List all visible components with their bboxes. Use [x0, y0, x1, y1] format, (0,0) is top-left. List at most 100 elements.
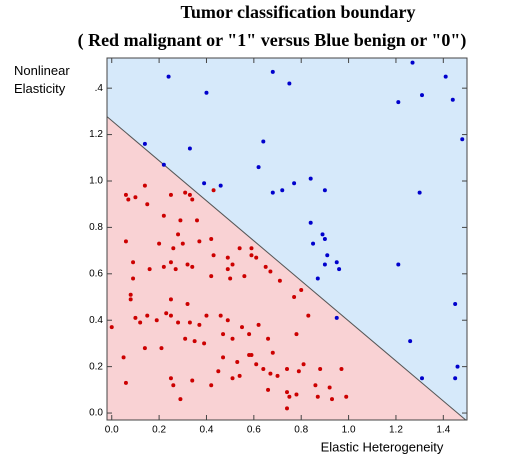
- data-point: [187, 320, 192, 325]
- data-point: [171, 246, 176, 251]
- x-tick-label: 0.8: [294, 425, 308, 436]
- data-point: [240, 325, 244, 330]
- data-point: [247, 332, 252, 337]
- data-point: [221, 355, 226, 360]
- data-point: [230, 376, 235, 381]
- data-point: [261, 366, 266, 371]
- data-point: [225, 318, 230, 323]
- data-point: [270, 190, 275, 195]
- data-point: [396, 262, 401, 267]
- data-point: [235, 359, 240, 364]
- data-point: [339, 366, 344, 371]
- x-tick-label: 0.0: [105, 425, 119, 436]
- data-point: [190, 264, 195, 269]
- data-point: [296, 369, 301, 374]
- data-point: [306, 313, 311, 318]
- data-point: [322, 262, 327, 267]
- data-point: [225, 255, 230, 260]
- x-tick-label: 0.2: [152, 425, 166, 436]
- data-point: [455, 364, 460, 369]
- data-point: [133, 315, 138, 320]
- y-tick-label: .4: [95, 83, 104, 94]
- data-point: [292, 181, 297, 186]
- data-point: [131, 260, 136, 265]
- data-point: [460, 137, 465, 142]
- data-point: [315, 394, 320, 399]
- data-point: [443, 74, 448, 79]
- data-point: [344, 394, 349, 399]
- data-point: [195, 218, 199, 223]
- data-point: [176, 232, 181, 237]
- data-point: [180, 241, 185, 246]
- data-point: [123, 239, 128, 244]
- data-point: [256, 165, 261, 170]
- data-point: [453, 301, 458, 306]
- x-tick-label: 0.6: [247, 425, 261, 436]
- data-point: [216, 369, 221, 374]
- data-point: [254, 255, 259, 260]
- data-point: [275, 373, 280, 378]
- data-point: [308, 176, 313, 181]
- data-point: [121, 355, 126, 360]
- data-point: [292, 295, 297, 300]
- data-point: [218, 313, 223, 318]
- data-point: [301, 362, 306, 367]
- data-point: [209, 383, 214, 388]
- data-point: [168, 192, 173, 197]
- data-point: [294, 332, 299, 337]
- data-point: [183, 190, 188, 195]
- data-point: [268, 269, 273, 274]
- data-point: [168, 297, 173, 302]
- data-point: [142, 346, 147, 351]
- data-point: [142, 141, 147, 146]
- data-point: [202, 181, 207, 186]
- data-point: [285, 390, 289, 395]
- data-point: [313, 383, 318, 388]
- data-point: [178, 218, 183, 223]
- data-point: [237, 373, 242, 378]
- data-point: [123, 380, 128, 385]
- data-point: [221, 332, 226, 337]
- data-point: [287, 81, 292, 86]
- data-point: [145, 202, 150, 207]
- data-point: [453, 376, 458, 381]
- chart-title: Tumor classification boundary: [180, 2, 415, 22]
- data-point: [294, 392, 299, 397]
- data-point: [159, 346, 164, 351]
- data-point: [166, 74, 171, 79]
- data-point: [154, 318, 159, 323]
- x-tick-label: 1.4: [436, 425, 450, 436]
- x-tick-label: 1.2: [389, 425, 403, 436]
- data-point: [190, 197, 195, 202]
- y-tick-label: 0.0: [89, 408, 103, 419]
- data-point: [168, 313, 173, 318]
- data-point: [322, 237, 327, 241]
- data-point: [417, 190, 422, 195]
- data-point: [173, 267, 178, 272]
- x-tick-label: 1.0: [342, 425, 356, 436]
- data-point: [185, 301, 190, 306]
- data-point: [263, 264, 268, 269]
- data-point: [230, 262, 235, 267]
- data-point: [228, 276, 233, 281]
- data-point: [327, 385, 332, 390]
- data-point: [266, 336, 271, 341]
- data-point: [277, 278, 282, 283]
- data-point: [270, 69, 275, 74]
- data-point: [450, 97, 455, 102]
- data-point: [123, 192, 128, 197]
- data-point: [109, 325, 114, 330]
- data-point: [161, 213, 166, 218]
- data-point: [133, 195, 138, 200]
- data-point: [157, 241, 162, 246]
- data-point: [190, 378, 195, 383]
- data-point: [408, 339, 413, 344]
- data-point: [187, 192, 192, 197]
- y-axis-label-box: Nonlinear Elasticity: [14, 63, 70, 96]
- boundary-line: [106, 116, 467, 421]
- data-point: [126, 197, 131, 202]
- data-point: [128, 297, 133, 302]
- data-point: [315, 276, 320, 281]
